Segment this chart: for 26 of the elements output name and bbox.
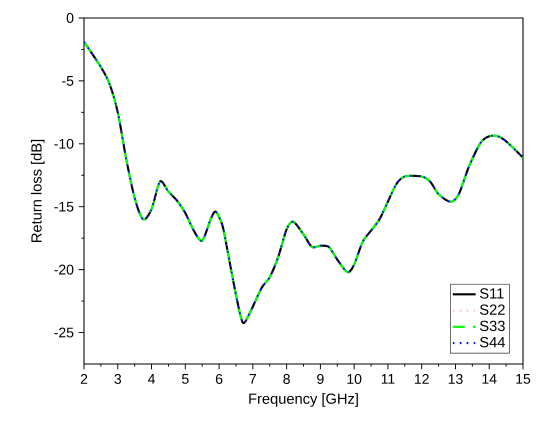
x-tick-label: 5	[182, 374, 189, 384]
x-tick-label: 9	[317, 374, 324, 384]
x-tick-label: 8	[283, 374, 290, 384]
y-tick-label: -10	[54, 138, 74, 149]
x-tick-label: 3	[114, 374, 122, 384]
legend-label: S11	[480, 288, 504, 299]
y-tick-label: -5	[62, 76, 74, 86]
x-tick-label: 7	[250, 374, 256, 384]
x-tick-label: 4	[148, 374, 156, 384]
x-tick-label: 10	[347, 374, 362, 384]
y-tick-label: 0	[66, 13, 74, 23]
x-tick-label: 15	[516, 374, 530, 384]
x-tick-label: 2	[80, 374, 88, 384]
y-axis-title: Return loss [dB]	[30, 140, 45, 242]
legend-label: S22	[480, 304, 505, 315]
x-axis-title: Frequency [GHz]	[249, 393, 358, 407]
y-tick-label: -25	[54, 328, 74, 338]
legend-label: S44	[480, 336, 505, 348]
y-tick-label: -20	[54, 264, 74, 275]
x-tick-label: 14	[482, 374, 497, 384]
x-tick-label: 6	[216, 374, 222, 384]
y-tick-label: -15	[54, 202, 74, 212]
x-tick-label: 13	[448, 374, 463, 384]
legend-label: S33	[480, 320, 505, 332]
x-tick-label: 12	[414, 374, 429, 384]
x-tick-label: 11	[382, 374, 394, 384]
